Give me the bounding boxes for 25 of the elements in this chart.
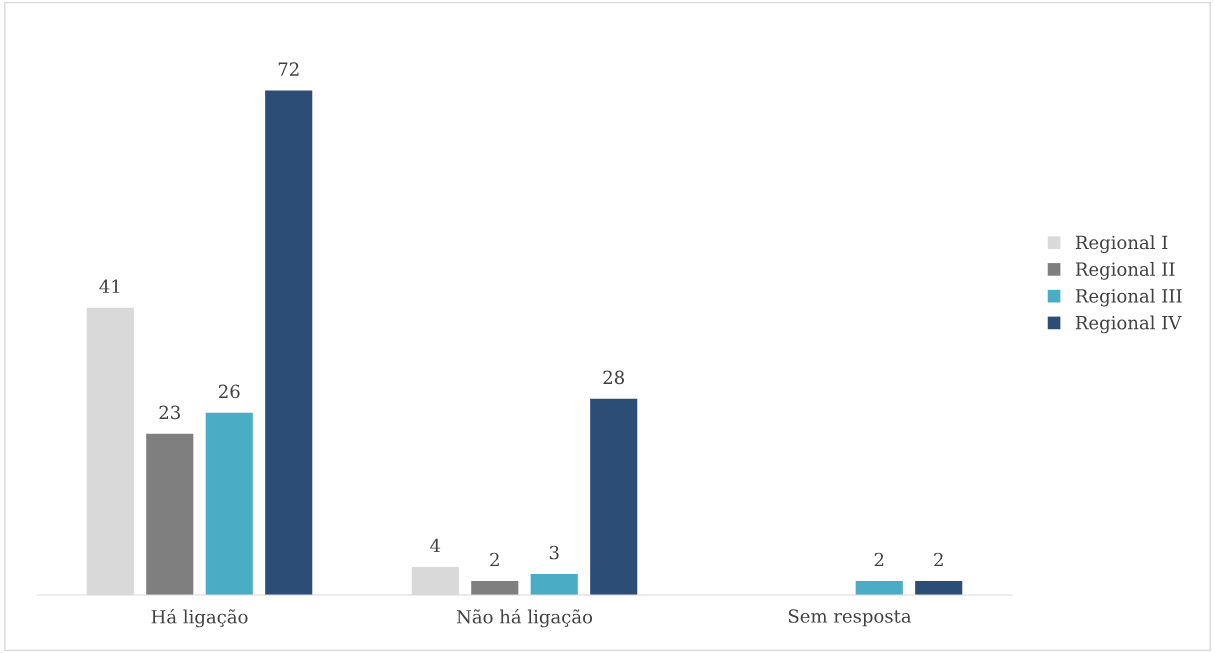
data-label: 2 (490, 552, 499, 567)
bar (471, 580, 519, 595)
data-label: 23 (159, 405, 180, 420)
bar (530, 573, 578, 595)
data-label: 28 (603, 370, 624, 385)
data-label: 72 (278, 62, 299, 76)
bar (265, 90, 313, 595)
data-label: 2 (934, 552, 943, 567)
legend-label: Regional III (1075, 288, 1182, 307)
bar (915, 580, 963, 595)
legend-label: Regional IV (1075, 315, 1182, 334)
bar (855, 580, 903, 595)
data-label: 2 (874, 552, 884, 567)
data-label: 4 (430, 538, 441, 553)
legend-label: Regional II (1075, 262, 1175, 280)
x-tick-label: Não há ligação (456, 608, 593, 628)
bar (205, 412, 253, 595)
data-label: 3 (549, 545, 559, 560)
bar (590, 398, 638, 595)
legend-label: Regional I (1075, 235, 1168, 253)
data-label: 26 (218, 384, 240, 399)
x-tick-label: Há ligação (151, 608, 248, 628)
data-label: 41 (99, 279, 120, 293)
bar (146, 433, 194, 595)
x-tick-label: Sem resposta (788, 609, 912, 627)
